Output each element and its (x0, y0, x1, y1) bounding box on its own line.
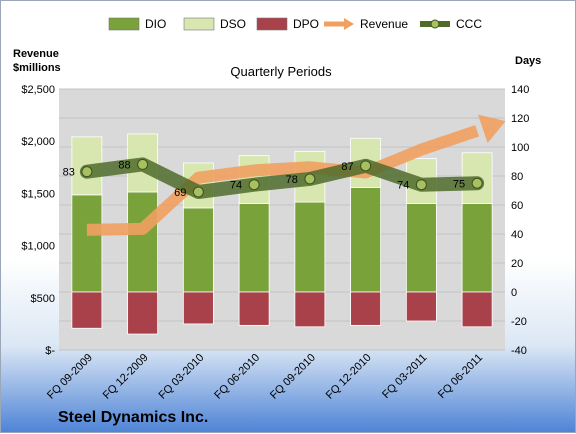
dio-bar (294, 201, 326, 293)
right-tick-label: 120 (511, 113, 529, 125)
right-tick-label: 0 (511, 287, 517, 299)
dpo-bar (71, 291, 103, 329)
left-tick-label: $- (45, 345, 55, 357)
ccc-data-label: 74 (397, 180, 409, 192)
ccc-data-label: 83 (63, 167, 75, 179)
ccc-data-label: 88 (118, 159, 130, 171)
ccc-point (192, 186, 204, 198)
left-tick-label: $2,500 (21, 84, 55, 96)
revenue-line (86, 125, 480, 236)
x-tick-label: FQ 09-2010 (268, 352, 318, 402)
legend-swatch-dso (183, 17, 215, 31)
plot-area (59, 89, 505, 350)
dio-bar (238, 203, 270, 293)
dio-bar (182, 207, 214, 293)
left-axis-title-line1: Revenue (13, 48, 59, 60)
ccc-data-label: 74 (230, 180, 242, 192)
x-tick-label: FQ 12-2009 (101, 352, 151, 402)
dio-bar (71, 194, 103, 293)
legend-swatch-dio (108, 17, 140, 31)
x-tick-label: FQ 12-2010 (324, 352, 374, 402)
legend-label: DPO (293, 17, 319, 31)
x-tick-label: FQ 03-2010 (157, 352, 207, 402)
legend-label: DSO (220, 17, 246, 31)
ccc-data-label: 75 (453, 178, 465, 190)
dio-bar (461, 203, 493, 293)
ccc-point (471, 177, 483, 189)
dpo-bar (238, 291, 270, 326)
right-tick-label: 40 (511, 229, 523, 241)
left-tick-label: $1,000 (21, 241, 55, 253)
legend: DIO DSO DPO Revenue CCC (108, 17, 482, 31)
right-tick-label: 60 (511, 200, 523, 212)
revenue-arrowhead (478, 114, 506, 144)
dio-bar (127, 191, 159, 293)
revenue-series (86, 114, 506, 236)
x-tick-label: FQ 09-2009 (45, 352, 95, 402)
dpo-bar (182, 291, 214, 325)
ccc-line (79, 157, 485, 199)
ccc-point (360, 160, 372, 172)
ccc-series: 83 88 69 74 78 87 74 75 (63, 157, 485, 199)
right-tick-label: -40 (511, 345, 527, 357)
right-tick-label: 100 (511, 142, 529, 154)
dpo-bar (294, 291, 326, 328)
dpo-bar (127, 291, 159, 335)
right-tick-label: 20 (511, 258, 523, 270)
legend-swatch-dpo (256, 17, 288, 31)
ccc-point (81, 166, 93, 178)
right-tick-label: 80 (511, 171, 523, 183)
dpo-bar (350, 291, 382, 326)
ccc-point (415, 179, 427, 191)
left-tick-label: $2,000 (21, 136, 55, 148)
ccc-point (137, 158, 149, 170)
left-axis-title-line2: $millions (13, 62, 61, 74)
ccc-data-label: 87 (341, 161, 353, 173)
ccc-data-label: 78 (286, 174, 298, 186)
right-tick-label: 140 (511, 84, 529, 96)
bars (71, 133, 493, 335)
chart-title: Quarterly Periods (230, 64, 332, 79)
left-tick-label: $500 (31, 293, 55, 305)
legend-label: Revenue (360, 17, 408, 31)
legend-swatch-revenue-arrow (344, 18, 354, 30)
legend-label: DIO (145, 17, 166, 31)
legend-swatch-ccc-point (430, 19, 440, 29)
dpo-bar (405, 291, 437, 322)
right-axis-title: Days (515, 55, 541, 67)
legend-label: CCC (456, 17, 482, 31)
left-tick-label: $1,500 (21, 188, 55, 200)
x-tick-label: FQ 06-2011 (436, 352, 485, 401)
company-name: Steel Dynamics Inc. (58, 409, 208, 426)
ccc-point (248, 179, 260, 191)
x-tick-label: FQ 06-2010 (212, 352, 262, 402)
right-tick-label: -20 (511, 316, 527, 328)
dio-bar (405, 203, 437, 293)
ccc-data-label: 69 (174, 187, 186, 199)
x-tick-label: FQ 03-2011 (380, 352, 429, 401)
ccc-point (304, 173, 316, 185)
dpo-bar (461, 291, 493, 328)
dio-bar (350, 187, 382, 293)
